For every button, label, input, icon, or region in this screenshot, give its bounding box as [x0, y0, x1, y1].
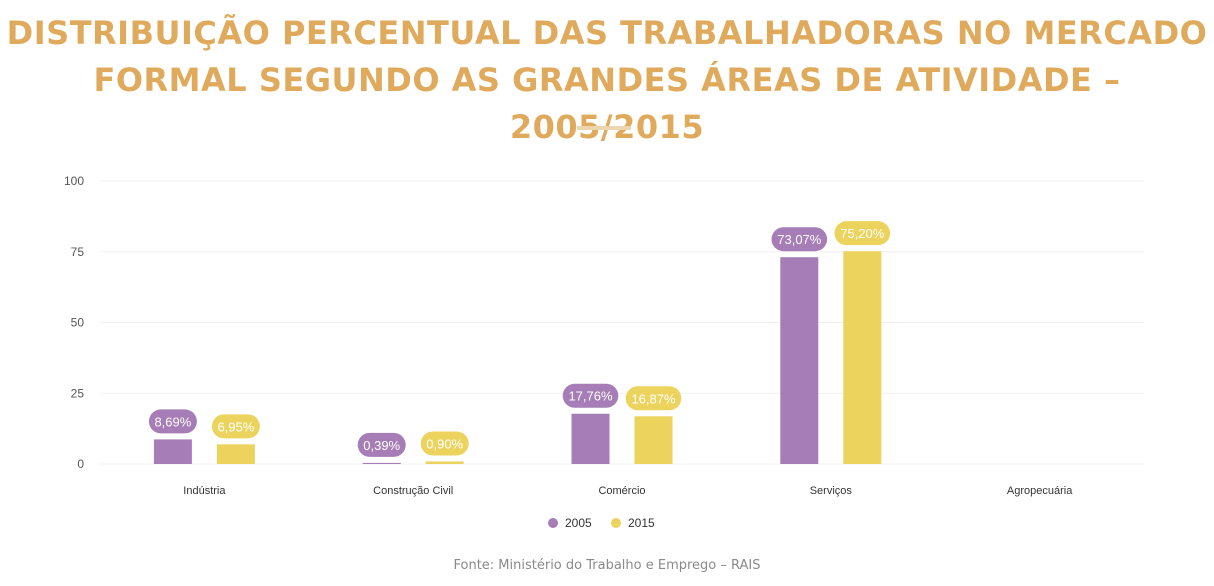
y-tick-label: 0: [77, 457, 84, 471]
x-tick-label: Agropecuária: [1007, 485, 1073, 497]
data-label-pill-2005: [357, 432, 406, 457]
chart-title-line-1: DISTRIBUIÇÃO PERCENTUAL DAS TRABALHADORA…: [6, 14, 1208, 52]
data-label-2015: 75,20%: [840, 226, 885, 241]
data-label-2015: 0,90%: [426, 436, 463, 451]
bar-2005: [362, 462, 401, 464]
bar-2005: [571, 413, 610, 464]
x-tick-label: Comércio: [598, 485, 645, 497]
chart-title-line-2: FORMAL SEGUNDO AS GRANDES ÁREAS DE ATIVI…: [93, 61, 1121, 146]
y-tick-label: 50: [71, 316, 85, 330]
y-tick-label: 25: [71, 386, 85, 400]
data-label-2005: 73,07%: [777, 232, 822, 247]
bar-2015: [425, 461, 464, 464]
bar-2015: [216, 444, 255, 464]
bar-2005: [153, 439, 192, 464]
bar-2015: [634, 416, 673, 464]
bar-2005: [780, 257, 819, 464]
y-tick-label: 100: [64, 174, 84, 188]
legend-label-2015: 2015: [628, 516, 655, 530]
data-label-pill-2015: [834, 221, 891, 246]
data-label-2005: 8,69%: [154, 414, 191, 429]
source-note: Fonte: Ministério do Trabalho e Emprego …: [453, 558, 761, 573]
data-label-2005: 0,39%: [363, 438, 400, 453]
data-label-pill-2015: [625, 386, 682, 411]
legend-marker-2005: [548, 518, 558, 528]
data-label-2015: 6,95%: [217, 419, 254, 434]
data-label-pill-2005: [771, 227, 828, 252]
title-divider: [577, 126, 631, 130]
data-label-pill-2005: [562, 383, 619, 408]
legend-marker-2015: [611, 518, 621, 528]
data-label-2015: 16,87%: [631, 391, 676, 406]
x-tick-label: Serviços: [810, 485, 853, 497]
data-label-pill-2015: [211, 414, 260, 439]
chart-title: DISTRIBUIÇÃO PERCENTUAL DAS TRABALHADORA…: [0, 10, 1214, 151]
x-tick-label: Indústria: [183, 485, 226, 497]
data-label-2005: 17,76%: [568, 389, 613, 404]
legend-label-2005: 2005: [565, 516, 592, 530]
y-tick-label: 75: [71, 245, 85, 259]
data-label-pill-2005: [148, 409, 197, 434]
bar-chart: 0 25 50 75 100 Indústria 8,69% 6,95% Construção …: [64, 174, 1144, 530]
bar-2015: [843, 251, 882, 464]
data-label-pill-2015: [420, 431, 469, 456]
x-tick-label: Construção Civil: [373, 485, 453, 497]
